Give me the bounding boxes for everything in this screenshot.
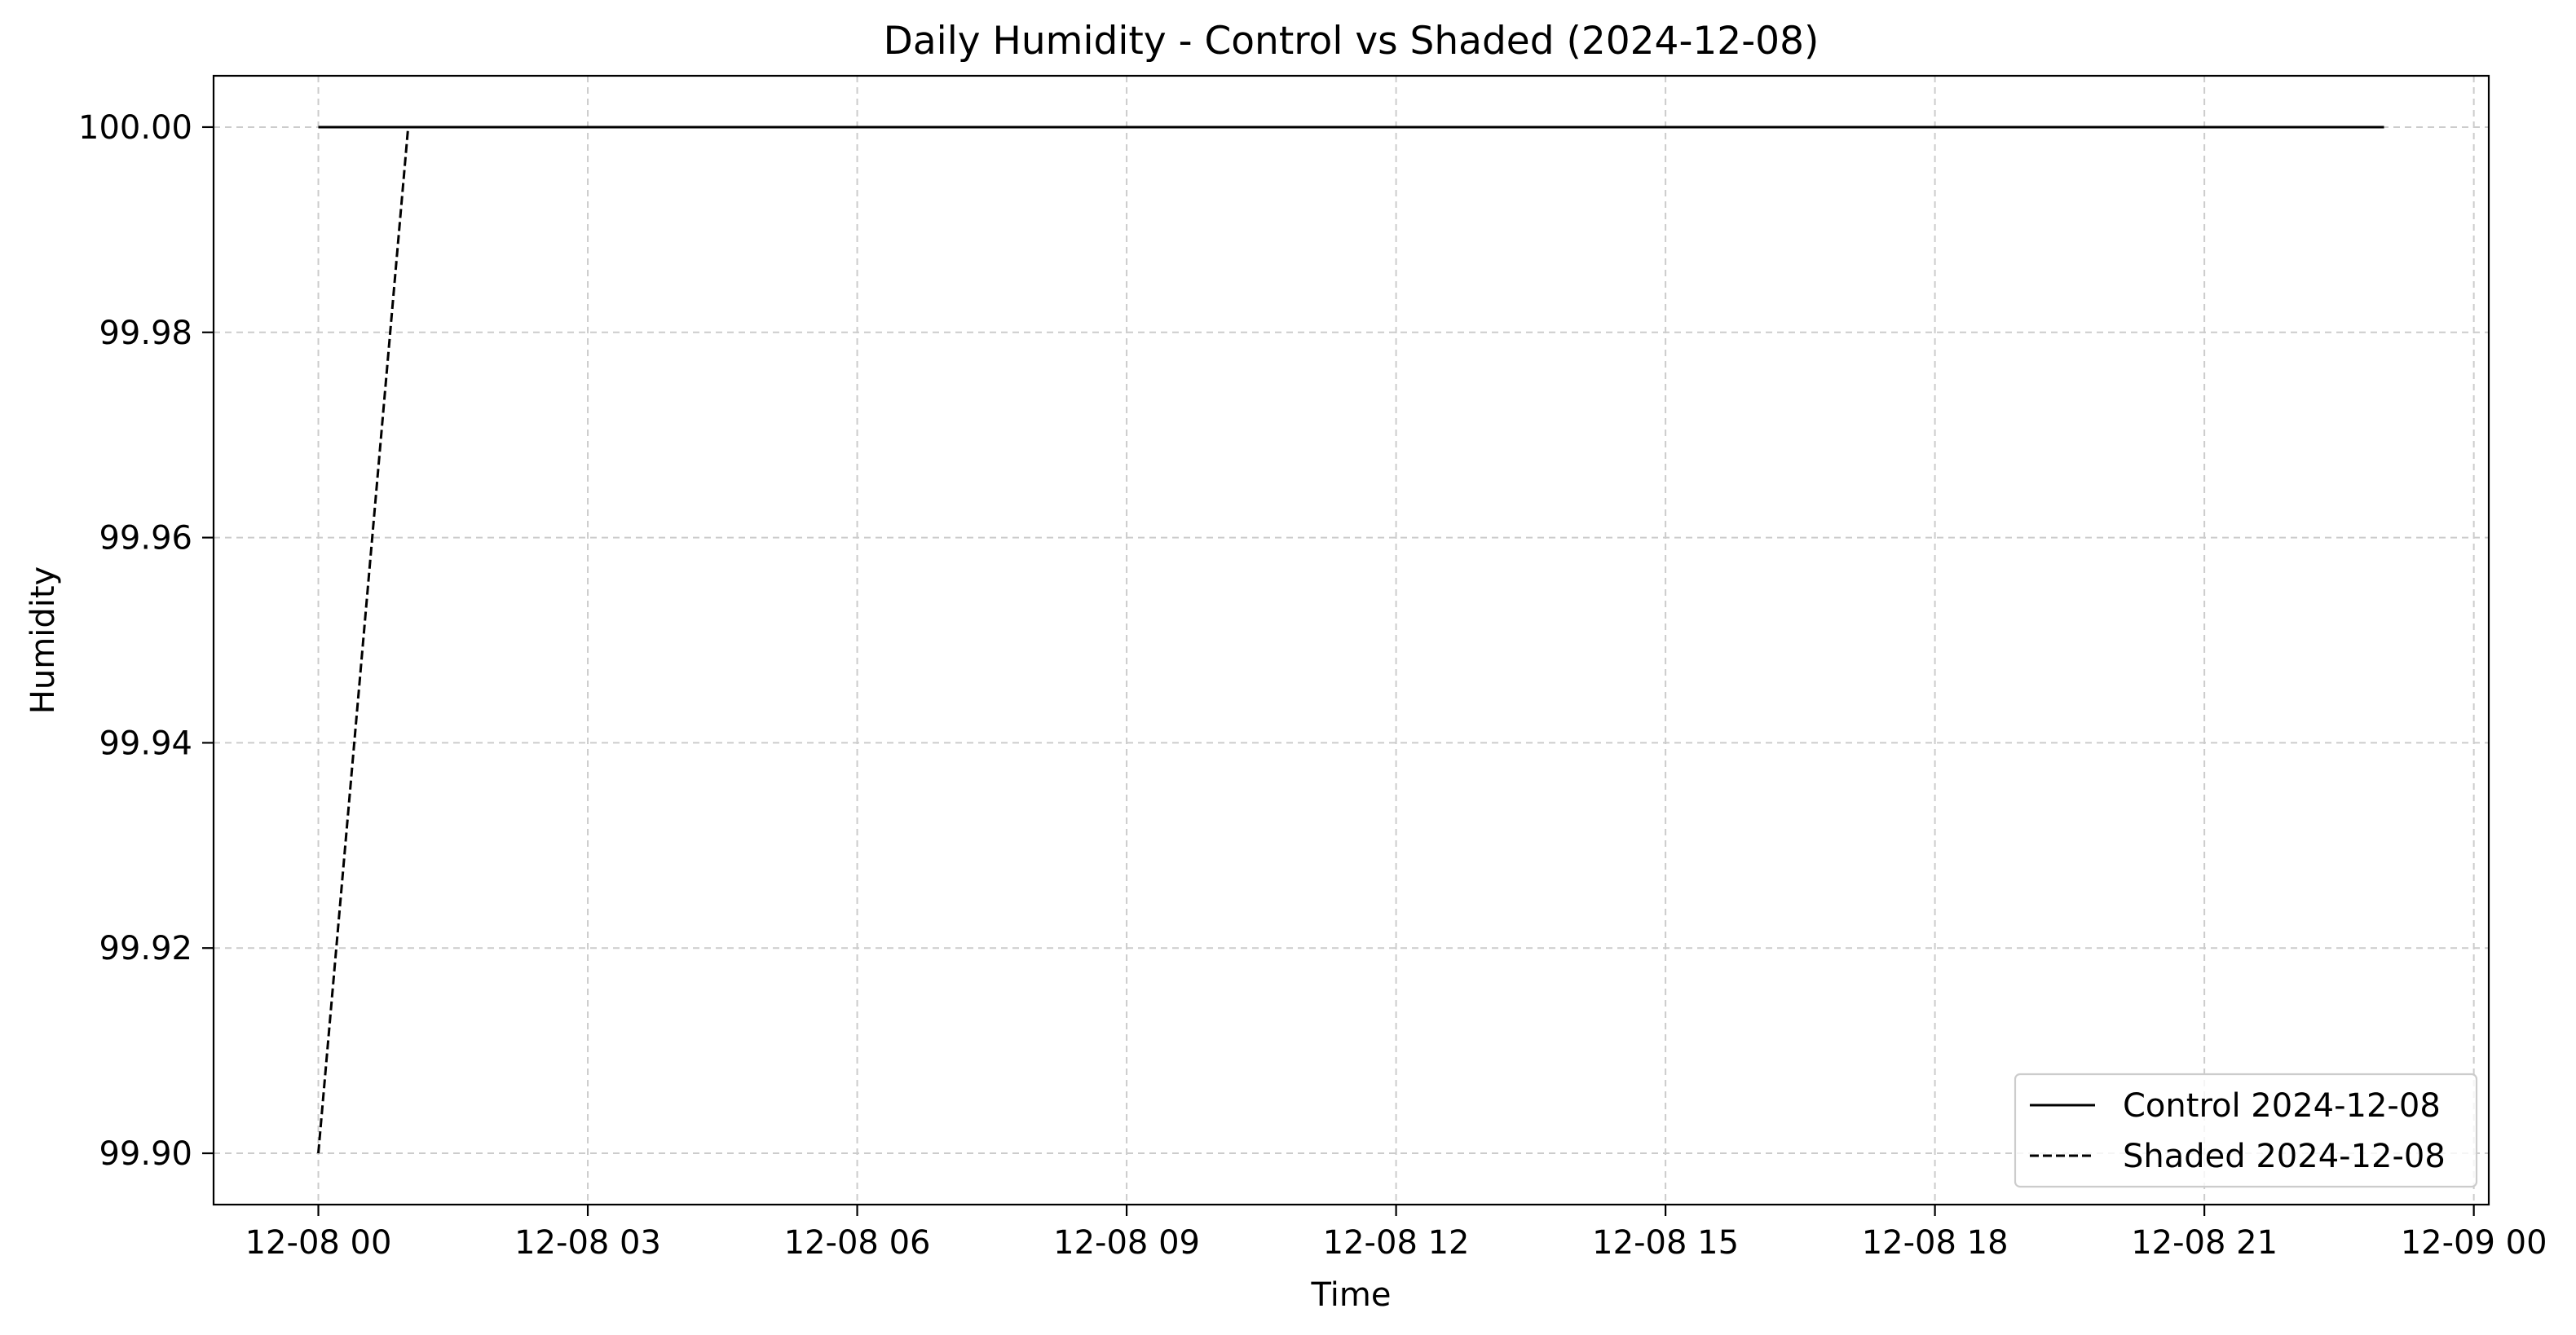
x-axis-ticks: 12-08 00 12-08 03 12-08 06 12-08 09 12-08 12… — [245, 1205, 2547, 1262]
legend-label: Shaded 2024-12-08 — [2123, 1138, 2446, 1175]
x-tick-label: 12-08 03 — [514, 1224, 661, 1262]
legend-frame — [2014, 1073, 2478, 1188]
x-tick-label: 12-09 00 — [2401, 1224, 2547, 1262]
y-axis-ticks: 99.90 99.92 99.94 99.96 99.98 100.00 — [78, 109, 214, 1173]
y-axis-label: Humidity — [24, 566, 62, 714]
x-tick-label: 12-08 00 — [245, 1224, 392, 1262]
y-tick-label: 99.96 — [99, 520, 192, 557]
y-tick-label: 99.90 — [99, 1135, 192, 1173]
chart-title: Daily Humidity - Control vs Shaded (2024… — [884, 19, 1820, 64]
x-tick-label: 12-08 21 — [2131, 1224, 2278, 1262]
legend: Control 2024-12-08 Shaded 2024-12-08 — [2014, 1073, 2478, 1188]
x-axis-label: Time — [1311, 1276, 1392, 1314]
series-lines — [317, 126, 2384, 1154]
y-tick-label: 99.98 — [99, 315, 192, 352]
y-tick-label: 99.92 — [99, 930, 192, 967]
x-tick-label: 12-08 06 — [784, 1224, 931, 1262]
series-line-shaded — [317, 126, 2384, 1154]
plot-area-frame — [212, 74, 2490, 1206]
x-tick-label: 12-08 09 — [1053, 1224, 1200, 1262]
x-tick-label: 12-08 15 — [1592, 1224, 1739, 1262]
y-tick-label: 99.94 — [99, 725, 192, 762]
x-tick-label: 12-08 18 — [1862, 1224, 2009, 1262]
x-tick-label: 12-08 12 — [1323, 1224, 1470, 1262]
y-tick-label: 100.00 — [78, 109, 192, 147]
legend-label: Control 2024-12-08 — [2123, 1087, 2441, 1125]
